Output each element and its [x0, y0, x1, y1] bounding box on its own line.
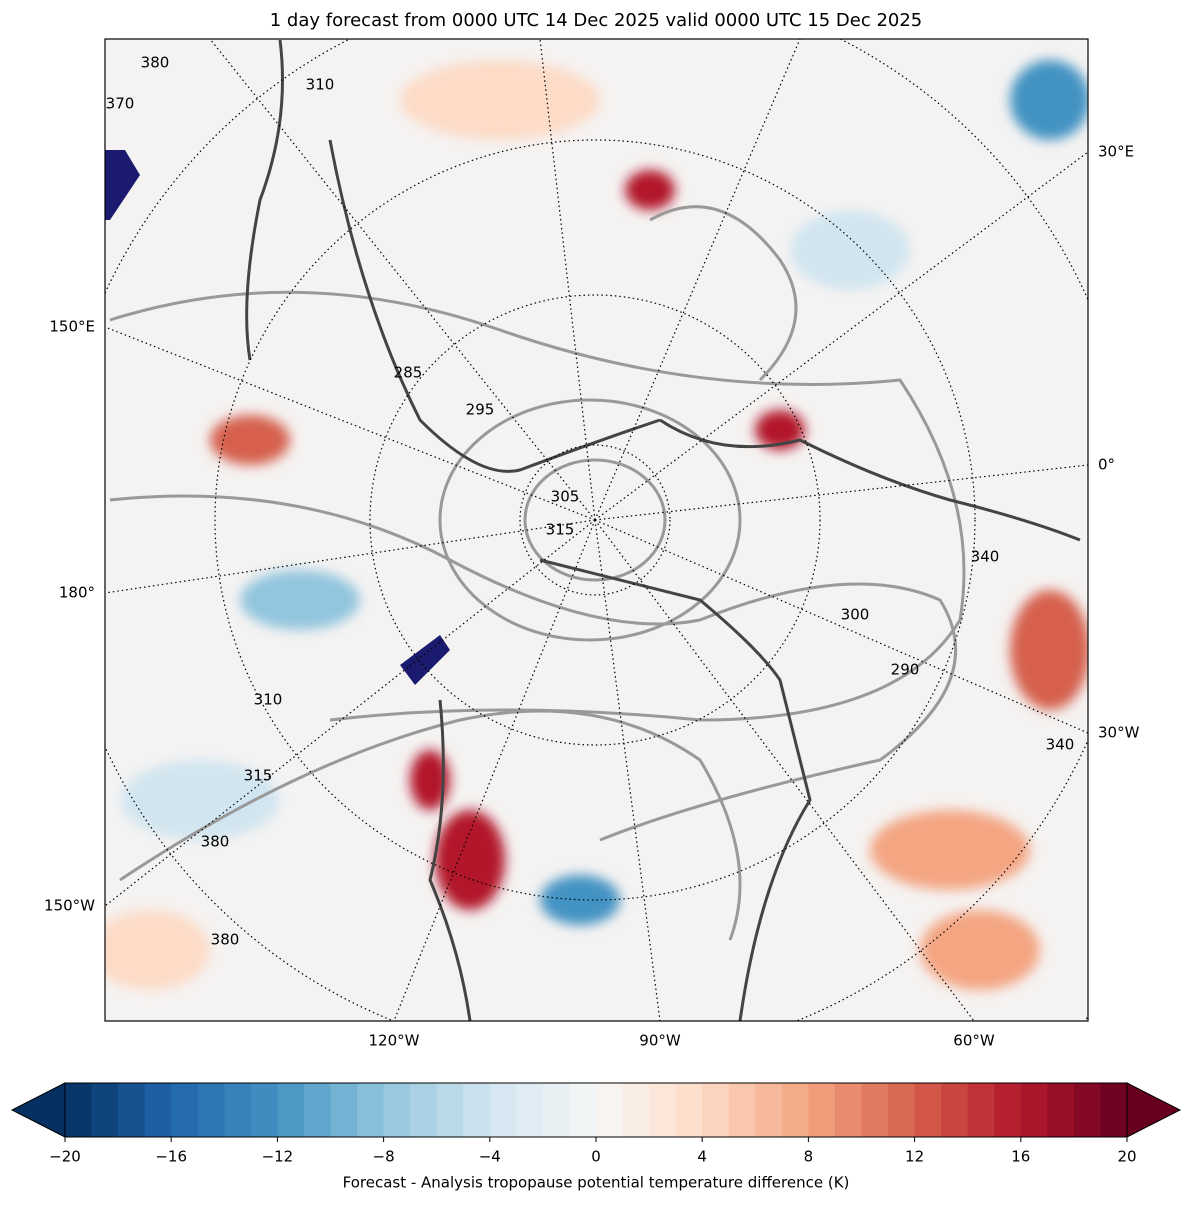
contour-label: 340 [971, 548, 1000, 566]
colorbar-level [702, 1083, 730, 1137]
colorbar-level [622, 1083, 650, 1137]
colorbar-level [861, 1083, 889, 1137]
colorbar-level [224, 1083, 252, 1137]
title: 1 day forecast from 0000 UTC 14 Dec 2025… [270, 10, 923, 31]
colorbar-tick-label: −16 [155, 1148, 187, 1166]
colorbar-extend-high [1126, 1082, 1182, 1138]
colorbar-level [330, 1083, 358, 1137]
contour-label: 290 [891, 661, 920, 679]
contour-label: 380 [211, 931, 240, 949]
colorbar-level [118, 1083, 146, 1137]
colorbar-extend-low [10, 1082, 66, 1138]
contour-label: 310 [254, 691, 283, 709]
contour-label: 315 [244, 767, 273, 785]
colorbar-level [781, 1083, 809, 1137]
colorbar-level [250, 1083, 278, 1137]
contour-labels: 370 380 310 285 295 305 315 340 300 290 380 340 310 3… [106, 54, 1075, 949]
contour-label: 305 [551, 488, 580, 506]
colorbar-level [649, 1083, 677, 1137]
colorbar-level [914, 1083, 942, 1137]
colorbar-level [967, 1083, 995, 1137]
colorbar-level [277, 1083, 305, 1137]
colorbar-tick-label: −8 [373, 1148, 395, 1166]
lon-label: 30°E [1098, 143, 1134, 161]
lon-label: 30°W [1098, 724, 1140, 742]
colorbar-level [410, 1083, 438, 1137]
colorbar-tick-label: 20 [1117, 1148, 1136, 1166]
colorbar-tick-label: 12 [905, 1148, 924, 1166]
colorbar-level [436, 1083, 464, 1137]
map-frame [104, 38, 1089, 1022]
colorbar-tick-label: −4 [479, 1148, 501, 1166]
colorbar-level [1047, 1083, 1075, 1137]
lon-label: 120°W [369, 1032, 420, 1050]
colorbar-level [516, 1083, 544, 1137]
colorbar-level [383, 1083, 411, 1137]
colorbar-label: Forecast - Analysis tropopause potential… [343, 1174, 850, 1192]
colorbar-level [489, 1083, 517, 1137]
contour-label: 285 [394, 364, 423, 382]
colorbar-level [888, 1083, 916, 1137]
colorbar-level [144, 1083, 172, 1137]
colorbar-level [728, 1083, 756, 1137]
colorbar-level [542, 1083, 570, 1137]
colorbar-level [65, 1083, 93, 1137]
colorbar-level [357, 1083, 385, 1137]
colorbar-level [197, 1083, 225, 1137]
lon-label: 60°W [953, 1032, 995, 1050]
contour-label: 370 [106, 95, 135, 113]
colorbar-level [808, 1083, 836, 1137]
colorbar-tick-label: 0 [591, 1148, 601, 1166]
colorbar-level [941, 1083, 969, 1137]
colorbar-level [569, 1083, 597, 1137]
colorbar: −20 −16 −12 −8 −4 0 4 8 12 16 20 [10, 1082, 1182, 1166]
lon-label: 0° [1098, 456, 1115, 474]
colorbar-level [91, 1083, 119, 1137]
colorbar-level [596, 1083, 624, 1137]
anomaly-field [105, 60, 1088, 990]
colorbar-level [755, 1083, 783, 1137]
contour-label: 310 [306, 76, 335, 94]
colorbar-level [463, 1083, 491, 1137]
colorbar-level [994, 1083, 1022, 1137]
lon-label: 150°W [44, 897, 95, 915]
colorbar-level [171, 1083, 199, 1137]
colorbar-tick-label: 16 [1011, 1148, 1030, 1166]
colorbar-tick-label: 4 [697, 1148, 707, 1166]
colorbar-level [1100, 1083, 1128, 1137]
contour-label: 380 [201, 833, 230, 851]
contour-label: 300 [841, 606, 870, 624]
colorbar-level [834, 1083, 862, 1137]
contour-label: 340 [1046, 736, 1075, 754]
colorbar-level [1020, 1083, 1048, 1137]
contour-label: 295 [466, 401, 495, 419]
colorbar-level [303, 1083, 331, 1137]
contour-label: 380 [141, 54, 170, 72]
contour-label: 315 [546, 521, 575, 539]
contours [109, 205, 966, 941]
colorbar-level [675, 1083, 703, 1137]
lon-label: 180° [59, 584, 95, 602]
colorbar-tick-label: −20 [49, 1148, 81, 1166]
lon-label: 150°E [49, 318, 95, 336]
colorbar-level [1073, 1083, 1101, 1137]
colorbar-tick-label: 8 [804, 1148, 814, 1166]
colorbar-tick-label: −12 [262, 1148, 294, 1166]
lon-label: 90°W [639, 1032, 681, 1050]
coastlines [245, 39, 1081, 1021]
